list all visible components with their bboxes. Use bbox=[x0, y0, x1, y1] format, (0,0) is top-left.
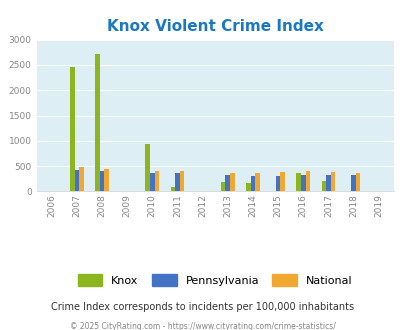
Bar bbox=[170, 187, 175, 191]
Bar bbox=[175, 174, 179, 191]
Bar bbox=[325, 176, 330, 191]
Bar bbox=[275, 176, 280, 191]
Bar bbox=[255, 173, 259, 191]
Bar bbox=[70, 67, 75, 191]
Bar bbox=[305, 171, 309, 191]
Bar bbox=[154, 171, 159, 191]
Bar bbox=[149, 173, 154, 191]
Bar bbox=[145, 144, 149, 191]
Bar bbox=[79, 167, 83, 191]
Bar bbox=[330, 172, 335, 191]
Bar bbox=[245, 182, 250, 191]
Bar bbox=[75, 170, 79, 191]
Text: Crime Index corresponds to incidents per 100,000 inhabitants: Crime Index corresponds to incidents per… bbox=[51, 302, 354, 312]
Bar bbox=[100, 171, 104, 191]
Text: © 2025 CityRating.com - https://www.cityrating.com/crime-statistics/: © 2025 CityRating.com - https://www.city… bbox=[70, 322, 335, 330]
Bar bbox=[225, 175, 230, 191]
Bar bbox=[179, 171, 184, 191]
Bar bbox=[321, 181, 325, 191]
Title: Knox Violent Crime Index: Knox Violent Crime Index bbox=[107, 19, 323, 34]
Legend: Knox, Pennsylvania, National: Knox, Pennsylvania, National bbox=[73, 270, 356, 290]
Bar bbox=[350, 176, 355, 191]
Bar bbox=[296, 173, 300, 191]
Bar bbox=[300, 175, 305, 191]
Bar bbox=[250, 176, 255, 191]
Bar bbox=[230, 173, 234, 191]
Bar bbox=[355, 173, 360, 191]
Bar bbox=[104, 169, 109, 191]
Bar bbox=[280, 172, 284, 191]
Bar bbox=[220, 182, 225, 191]
Bar bbox=[95, 53, 100, 191]
